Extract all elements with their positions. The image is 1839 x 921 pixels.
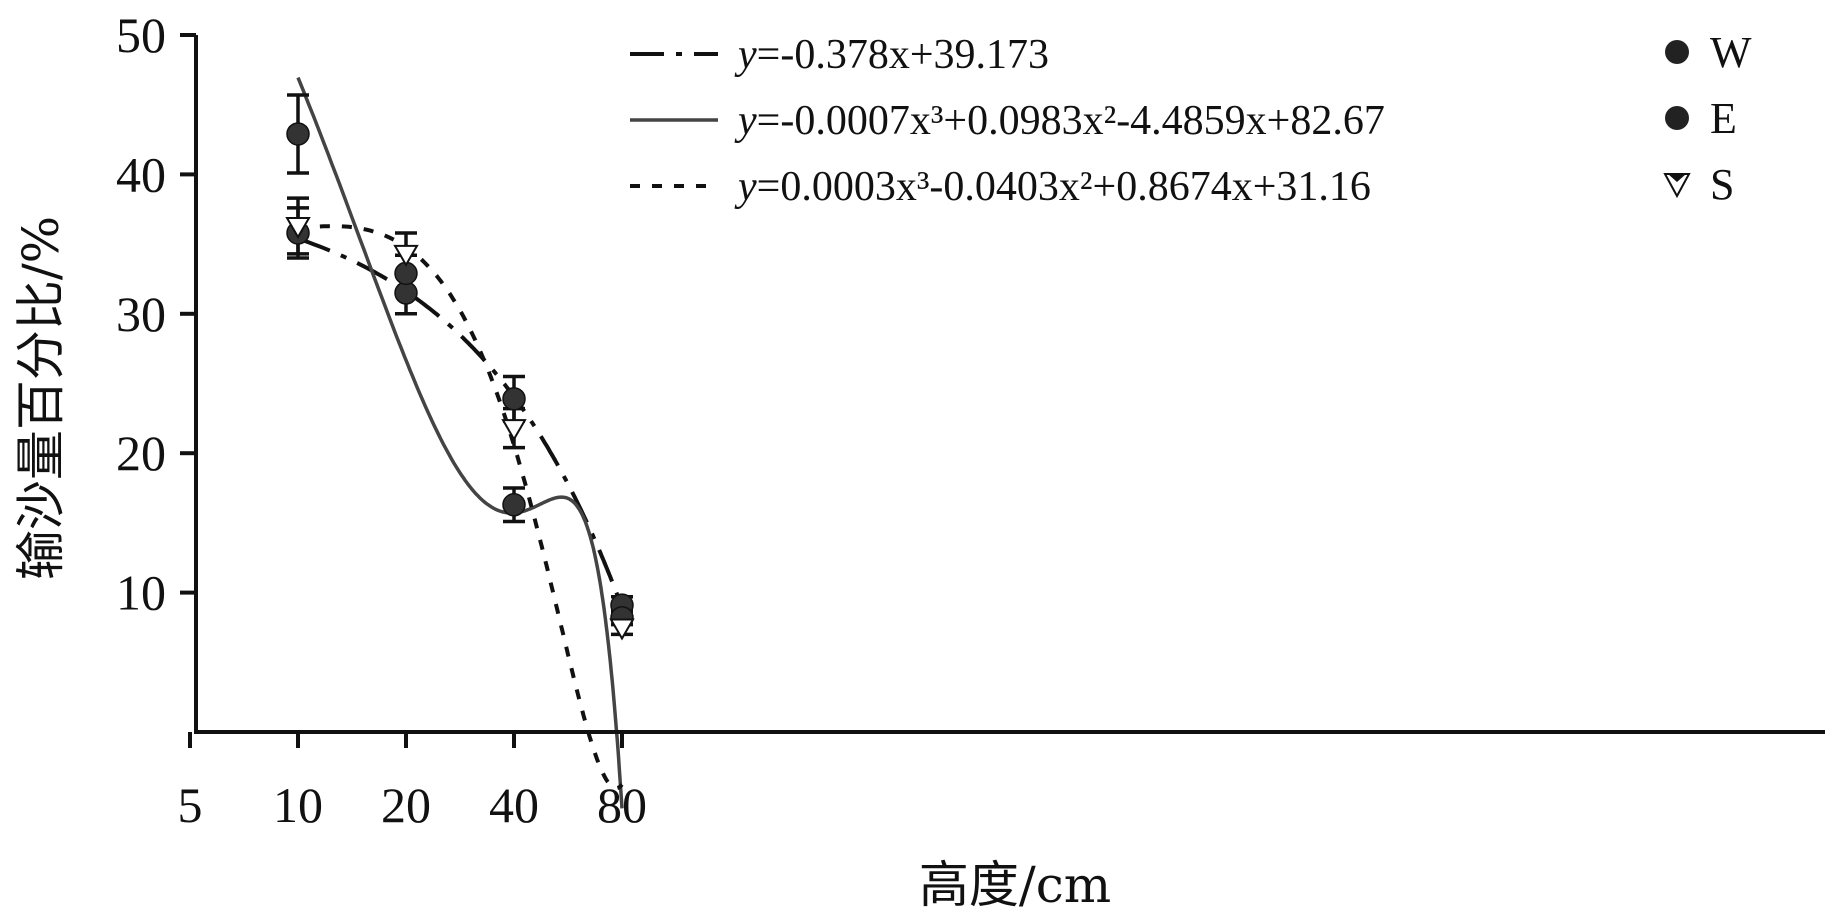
fit-legend-label-3: y=0.0003x³-0.0403x²+0.8674x+31.16 <box>734 164 1371 210</box>
data-points <box>285 122 635 641</box>
point-E-40 <box>502 493 526 517</box>
point-S-80 <box>609 618 635 641</box>
marker-legend-entry-S: S <box>1663 160 1734 209</box>
x-tick-label-20: 20 <box>381 777 431 833</box>
x-tick-label-40: 40 <box>489 777 539 833</box>
x-tick-label-5: 5 <box>178 777 203 833</box>
x-axis-ticks: 5 10 20 40 80 <box>178 732 647 833</box>
x-axis-title: 高度/cm <box>919 856 1111 914</box>
fit-legend-label-1: y=-0.378x+39.173 <box>734 32 1049 78</box>
error-bars <box>287 93 633 637</box>
y-tick-label-20: 20 <box>116 425 166 481</box>
marker-legend-label-W: W <box>1710 28 1752 77</box>
fit-legend-entry-3: y=0.0003x³-0.0403x²+0.8674x+31.16 <box>630 164 1371 210</box>
x-tick-label-10: 10 <box>273 777 323 833</box>
point-E-10 <box>286 122 310 146</box>
point-S-40 <box>501 419 527 442</box>
marker-legend-swatch-W <box>1665 40 1689 64</box>
marker-legend-swatch-E <box>1665 106 1689 130</box>
fit-curve-3 <box>297 224 624 791</box>
point-S-10 <box>285 216 311 239</box>
y-tick-label-10: 10 <box>116 565 166 621</box>
marker-legend-label-S: S <box>1710 160 1734 209</box>
fit-legend-label-2: y=-0.0007x³+0.0983x²-4.4859x+82.67 <box>734 98 1385 144</box>
y-axis-ticks: 10 20 30 40 50 <box>116 7 196 621</box>
fit-legend: y=-0.378x+39.173 y=-0.0007x³+0.0983x²-4.4… <box>630 32 1385 210</box>
y-tick-label-40: 40 <box>116 146 166 202</box>
point-W-20 <box>394 281 418 305</box>
fit-curve-1 <box>297 236 624 609</box>
x-tick-label-80: 80 <box>597 777 647 833</box>
fit-curves <box>296 76 624 809</box>
fit-curve-2 <box>296 76 624 809</box>
fit-legend-entry-1: y=-0.378x+39.173 <box>630 32 1049 78</box>
marker-legend: WES <box>1663 28 1752 209</box>
point-S-20 <box>393 244 419 267</box>
marker-legend-entry-W: W <box>1665 28 1752 77</box>
y-tick-label-50: 50 <box>116 7 166 63</box>
y-tick-label-30: 30 <box>116 286 166 342</box>
marker-legend-entry-E: E <box>1665 94 1737 143</box>
marker-legend-label-E: E <box>1710 94 1737 143</box>
y-axis-title: 输沙量百分比/% <box>12 216 70 580</box>
point-W-40 <box>502 387 526 411</box>
fit-legend-entry-2: y=-0.0007x³+0.0983x²-4.4859x+82.67 <box>630 98 1385 144</box>
